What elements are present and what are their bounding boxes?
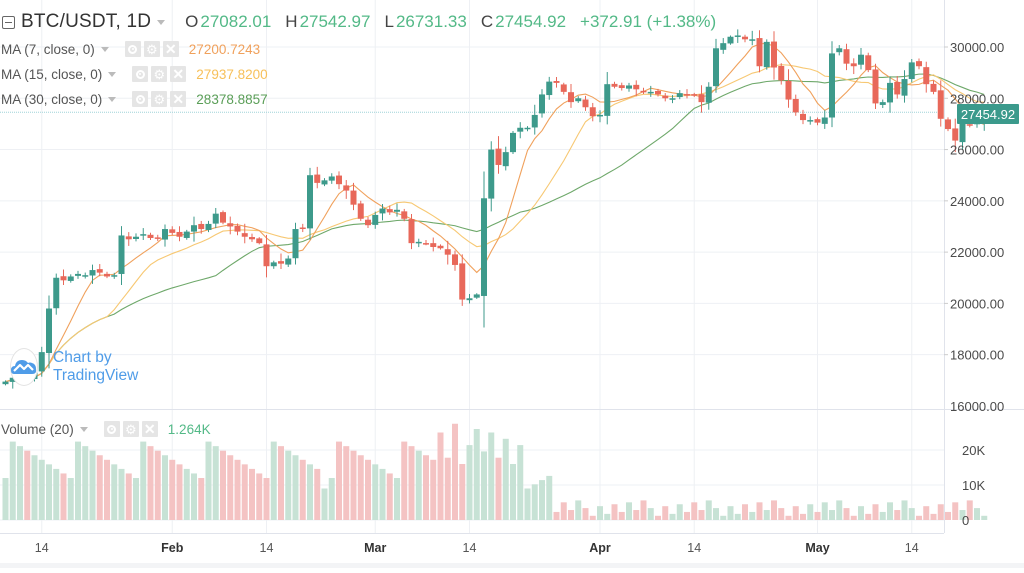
svg-text:26000.00: 26000.00: [950, 143, 1004, 158]
gear-icon[interactable]: ⚙: [151, 91, 168, 107]
svg-text:24000.00: 24000.00: [950, 194, 1004, 209]
svg-text:22000.00: 22000.00: [950, 245, 1004, 260]
indicator-ma7[interactable]: MA (7, close, 0) ⚙ ✕ 27200.7243: [1, 41, 260, 57]
indicator-value: 1.264K: [167, 421, 211, 437]
svg-text:14: 14: [260, 541, 274, 555]
indicator-value: 27937.8200: [196, 66, 268, 82]
svg-text:20K: 20K: [962, 443, 985, 458]
eye-icon[interactable]: [132, 66, 149, 82]
svg-text:May: May: [805, 541, 829, 555]
price-change: +372.91 (+1.38%): [580, 12, 717, 31]
indicator-label[interactable]: MA (7, close, 0): [1, 41, 95, 57]
svg-text:Feb: Feb: [161, 541, 184, 555]
indicator-ma30[interactable]: MA (30, close, 0) ⚙ ✕ 28378.8857: [1, 91, 268, 107]
indicator-volume[interactable]: Volume (20) ⚙ ✕ 1.264K: [1, 421, 211, 437]
indicator-label[interactable]: MA (15, close, 0): [1, 66, 103, 82]
indicator-label[interactable]: Volume (20): [1, 421, 74, 437]
eye-icon[interactable]: [103, 421, 120, 437]
indicator-value: 27200.7243: [188, 41, 261, 57]
svg-text:Apr: Apr: [589, 541, 611, 555]
tradingview-logo-icon[interactable]: [10, 348, 38, 386]
ohlc-high: H 27542.97: [285, 12, 371, 31]
collapse-icon[interactable]: [2, 15, 15, 29]
ohlc-close: C 27454.92: [480, 12, 567, 31]
svg-text:10K: 10K: [962, 478, 985, 493]
eye-icon[interactable]: [124, 41, 141, 57]
svg-text:14: 14: [905, 541, 919, 555]
close-icon[interactable]: ✕: [170, 91, 187, 107]
eye-icon[interactable]: [132, 91, 149, 107]
close-icon[interactable]: ✕: [141, 421, 158, 437]
svg-text:28000.00: 28000.00: [950, 91, 1004, 106]
symbol-title[interactable]: BTC/USDT, 1D: [21, 11, 152, 32]
gear-icon[interactable]: ⚙: [143, 41, 160, 57]
chevron-down-icon[interactable]: [79, 426, 88, 432]
gear-icon[interactable]: ⚙: [122, 421, 139, 437]
gear-icon[interactable]: ⚙: [151, 66, 168, 82]
chevron-down-icon[interactable]: [100, 46, 109, 52]
indicator-label[interactable]: MA (30, close, 0): [1, 91, 103, 107]
chevron-down-icon[interactable]: [108, 96, 117, 102]
tradingview-watermark[interactable]: Chart by TradingView: [10, 348, 148, 386]
svg-text:16000.00: 16000.00: [950, 399, 1004, 414]
svg-text:18000.00: 18000.00: [950, 348, 1004, 363]
ohlc-low: L 26731.33: [384, 12, 467, 31]
svg-text:14: 14: [463, 541, 477, 555]
svg-text:14: 14: [687, 541, 701, 555]
indicator-ma15[interactable]: MA (15, close, 0) ⚙ ✕ 27937.8200: [1, 66, 268, 82]
svg-text:Mar: Mar: [364, 541, 386, 555]
chevron-down-icon[interactable]: [157, 19, 166, 25]
watermark-text[interactable]: Chart by TradingView: [53, 349, 139, 384]
svg-text:0: 0: [962, 513, 969, 528]
chevron-down-icon[interactable]: [108, 71, 117, 77]
svg-text:30000.00: 30000.00: [950, 40, 1004, 55]
close-icon[interactable]: ✕: [162, 41, 179, 57]
ohlc-open: O 27082.01: [185, 12, 272, 31]
svg-text:20000.00: 20000.00: [950, 296, 1004, 311]
svg-text:14: 14: [35, 541, 49, 555]
indicator-value: 28378.8857: [196, 91, 268, 107]
close-icon[interactable]: ✕: [170, 66, 187, 82]
symbol-header: BTC/USDT, 1D O 27082.01 H 27542.97 L 26731.…: [2, 11, 716, 33]
